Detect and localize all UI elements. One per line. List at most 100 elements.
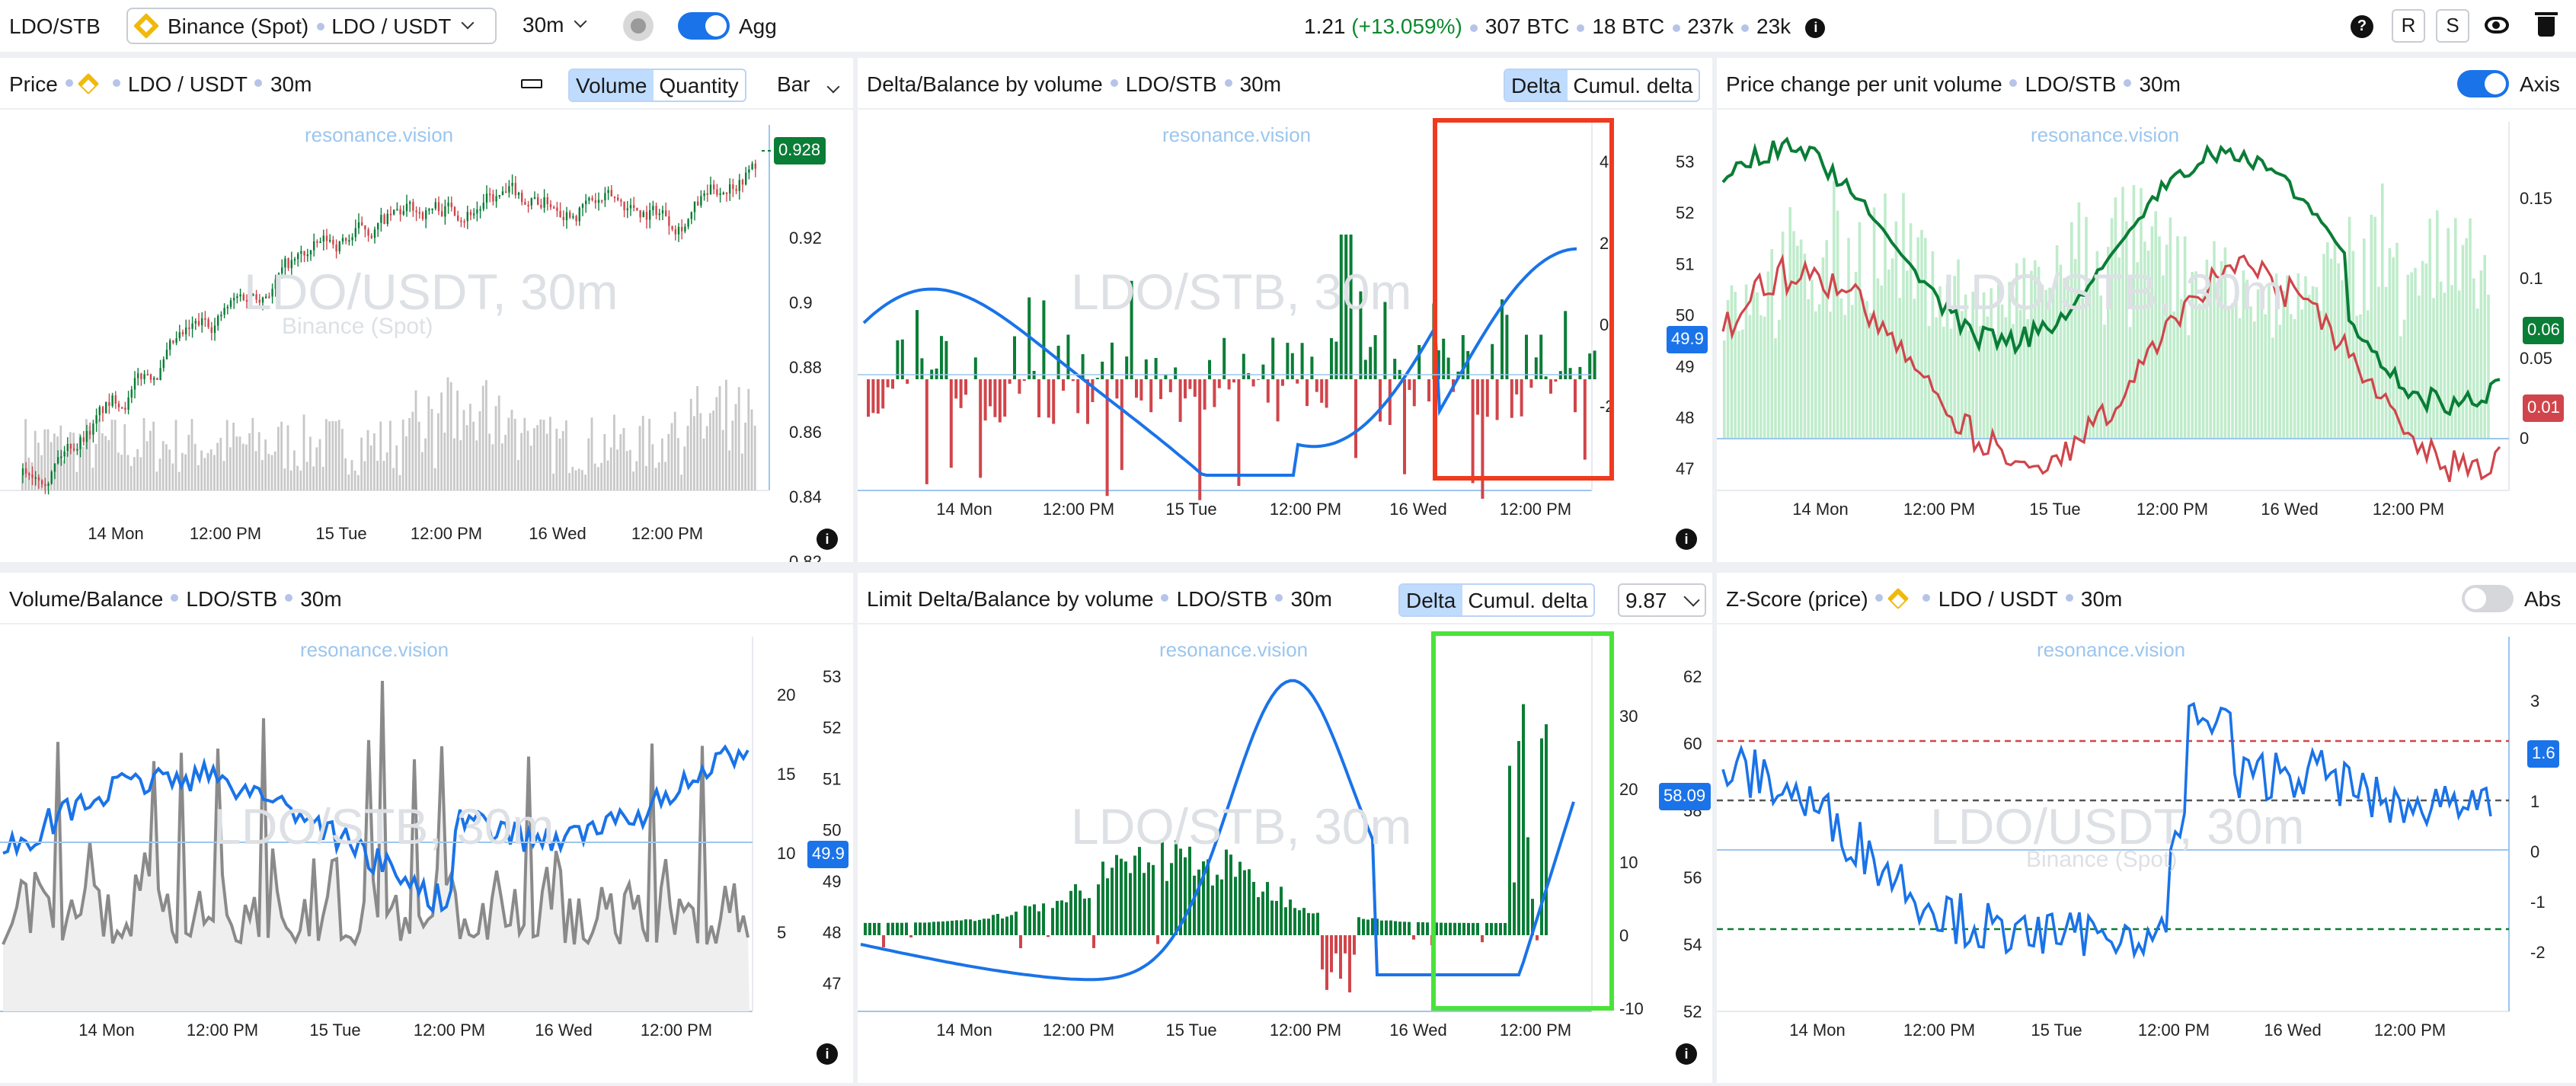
s-button[interactable]: S — [2436, 9, 2469, 43]
candle-body — [514, 183, 516, 196]
delta-bar — [1363, 359, 1367, 379]
delta-bar — [1120, 379, 1123, 471]
volume-bar — [446, 377, 449, 490]
candle-body — [181, 332, 184, 335]
volume-bar — [2066, 279, 2069, 439]
candle-body — [172, 340, 174, 343]
pcv-chart[interactable]: 0.15 0.1 0.05 0 14 Mon 12:00 PM 15 Tue 12:00 PM… — [1717, 110, 2576, 562]
delta-bar — [1008, 379, 1012, 384]
quantity-option[interactable]: Quantity — [659, 73, 739, 97]
volume-bar — [2132, 184, 2136, 439]
candle-body — [482, 203, 484, 209]
delta-bar — [1276, 379, 1280, 422]
timeframe-select[interactable]: 30m — [523, 12, 587, 37]
y-tick-label: 0.82 — [789, 552, 822, 562]
volume-quantity-switch[interactable]: Volume Quantity — [568, 69, 746, 102]
volume-bar — [1931, 251, 1935, 439]
volume-bar — [2469, 218, 2472, 439]
delta-bar — [1111, 342, 1114, 379]
cumul-delta-option[interactable]: Cumul. delta — [1468, 588, 1588, 612]
candle-body — [335, 244, 337, 252]
delta-bar — [916, 310, 919, 379]
trash-icon[interactable] — [2535, 12, 2558, 37]
agg-toggle[interactable] — [678, 12, 730, 40]
volume-bar — [638, 426, 641, 490]
record-button[interactable] — [623, 11, 654, 41]
volume-bar — [523, 417, 526, 490]
volume-bar — [1986, 316, 1990, 439]
delta-bar — [1161, 840, 1164, 935]
volume-bar — [1884, 193, 1887, 439]
candle-body — [213, 325, 216, 334]
price-chart[interactable]: 0.92 0.9 0.88 0.86 0.84 0.82 14 Mon 12:00 PM 15 … — [0, 110, 853, 562]
candle-body — [79, 437, 81, 449]
delta-bar — [1184, 857, 1187, 935]
delta-bar — [1168, 379, 1172, 393]
candle-body — [303, 251, 305, 256]
volume-balance-chart[interactable]: 20 15 10 5 53 52 51 50 49 48 47 14 Mon 12:00 PM 15 Tu… — [0, 624, 853, 1083]
abs-toggle[interactable] — [2462, 585, 2514, 612]
volume-bar — [1924, 238, 1927, 439]
x-tick-label: 12:00 PM — [187, 1021, 258, 1040]
volume-bar — [2242, 270, 2245, 439]
candle-body — [21, 468, 24, 475]
volume-bar — [213, 455, 216, 490]
info-icon[interactable]: i — [817, 529, 838, 550]
delta-bar — [1501, 299, 1504, 379]
chart-type-select[interactable]: Bar — [777, 72, 839, 96]
delta-bar — [1037, 379, 1040, 418]
volume-bar — [705, 426, 708, 490]
threshold-select[interactable]: 9.87 — [1618, 583, 1707, 617]
candle-body — [623, 201, 625, 211]
help-icon[interactable]: ? — [2351, 15, 2373, 38]
volume-bar — [267, 453, 270, 490]
delta-bar — [1211, 885, 1214, 935]
binance-icon — [77, 72, 99, 94]
r-button[interactable]: R — [2392, 9, 2425, 43]
volume-bar — [197, 465, 200, 490]
candle-body — [495, 196, 497, 202]
candle-body — [137, 373, 139, 379]
cumul-delta-option[interactable]: Cumul. delta — [1573, 73, 1693, 97]
candle-body — [437, 202, 440, 212]
volume-bar — [475, 440, 478, 490]
separator-dot — [112, 79, 120, 87]
delta-bar — [1271, 337, 1275, 379]
delta-mode-switch[interactable]: Delta Cumul. delta — [1398, 583, 1596, 617]
delta-option[interactable]: Delta — [1505, 70, 1568, 101]
y-right-tick: 52 — [1676, 203, 1694, 222]
info-icon[interactable]: i — [1676, 1043, 1697, 1065]
volume-bar — [453, 438, 455, 490]
info-icon[interactable]: i — [817, 1043, 838, 1065]
candle-body — [610, 190, 612, 196]
delta-bar — [1536, 935, 1539, 941]
delta-option[interactable]: Delta — [1400, 585, 1462, 615]
volume-bar — [245, 444, 248, 490]
eye-icon[interactable] — [2485, 17, 2509, 34]
volume-option[interactable]: Volume — [570, 70, 654, 101]
volume-bar — [2034, 260, 2037, 439]
axis-toggle[interactable] — [2457, 70, 2509, 97]
candle-body — [111, 395, 113, 406]
info-icon[interactable]: i — [1676, 529, 1697, 550]
volume-bar — [385, 452, 388, 490]
exchange-select[interactable]: Binance (Spot) LDO / USDT — [126, 8, 497, 44]
y-right-tick: 48 — [1676, 408, 1694, 427]
delta-bar — [1092, 935, 1095, 948]
delta-bar — [1499, 922, 1502, 935]
delta-bar — [1398, 922, 1401, 935]
volume-bar — [680, 474, 682, 490]
volume-bar — [609, 447, 612, 490]
delta-mode-switch[interactable]: Delta Cumul. delta — [1504, 69, 1701, 102]
delta-bar — [1529, 379, 1533, 388]
candle-body — [271, 289, 273, 297]
volume-bar — [1843, 315, 1846, 439]
y-tick-label: 0.86 — [789, 423, 822, 442]
y-right-tick: 47 — [1676, 459, 1694, 478]
ruler-icon[interactable] — [521, 79, 542, 88]
candle-body — [175, 338, 177, 343]
info-icon[interactable]: i — [1805, 18, 1826, 38]
